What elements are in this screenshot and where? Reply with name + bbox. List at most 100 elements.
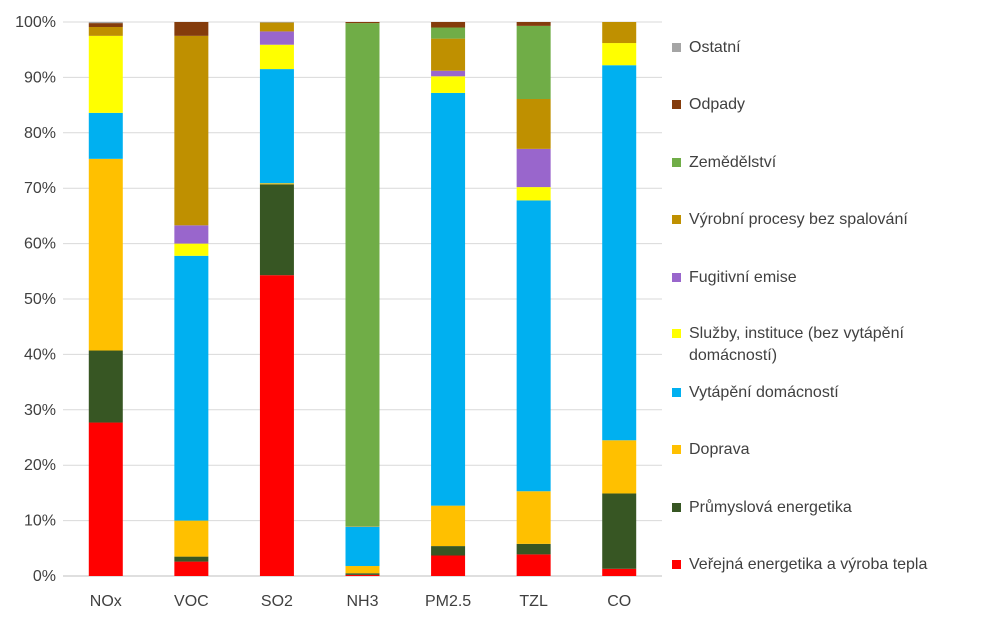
bar-segment <box>259 69 294 184</box>
legend-swatch <box>672 158 681 167</box>
bar-segment <box>88 112 123 159</box>
y-tick-label: 60% <box>24 236 56 253</box>
x-tick-label: CO <box>607 593 631 610</box>
y-tick-label: 50% <box>24 291 56 308</box>
legend-item: Ostatní <box>672 37 959 59</box>
bar-segment <box>259 22 294 32</box>
bar-segment <box>431 22 466 28</box>
bar-segment <box>516 25 551 100</box>
legend-label: Služby, instituce (bez vytápění domácnos… <box>689 325 904 364</box>
x-axis-tick-labels: NOx VOC SO2 NH3 PM2.5 TZL CO <box>90 593 631 610</box>
legend-item: Doprava <box>672 439 959 461</box>
bar-segment <box>174 225 209 244</box>
bar-segment <box>602 43 637 66</box>
bar-segment <box>345 526 380 567</box>
legend-swatch <box>672 560 681 569</box>
bar-segment <box>345 526 380 527</box>
x-tick-label: PM2.5 <box>425 593 471 610</box>
bar-segment <box>431 27 466 39</box>
bar-segment <box>431 555 466 576</box>
bar-segment <box>516 187 551 201</box>
y-tick-label: 70% <box>24 180 56 197</box>
bar-segment <box>174 255 209 521</box>
x-tick-label: NH3 <box>346 593 378 610</box>
bar-segment <box>431 70 466 77</box>
bar-segment <box>259 275 294 576</box>
legend-label: Ostatní <box>689 39 741 56</box>
bar-segment <box>516 491 551 544</box>
bar-segment <box>174 520 209 557</box>
legend-swatch <box>672 503 681 512</box>
legend-label: Fugitivní emise <box>689 269 797 286</box>
legend-swatch <box>672 329 681 338</box>
bar-stack-pm2-5 <box>431 22 466 576</box>
x-tick-label: TZL <box>519 593 548 610</box>
legend-item: Odpady <box>672 94 959 116</box>
bar-stack-so2 <box>259 22 294 576</box>
bar-segment <box>516 543 551 555</box>
bar-stack-nh3 <box>345 22 380 576</box>
bar-segment <box>516 148 551 188</box>
bar-segment <box>516 554 551 576</box>
y-tick-label: 80% <box>24 125 56 142</box>
bar-segment <box>88 22 123 24</box>
legend-item: Služby, instituce (bez vytápění domácnos… <box>672 323 959 367</box>
bar-segment <box>516 200 551 492</box>
legend-swatch <box>672 445 681 454</box>
y-tick-label: 90% <box>24 69 56 86</box>
bar-stack-co <box>602 22 637 576</box>
legend-swatch <box>672 215 681 224</box>
legend-label: Vytápění domácností <box>689 384 839 401</box>
bar-segment <box>602 22 637 44</box>
legend-item: Průmyslová energetika <box>672 497 959 519</box>
bar-segment <box>345 573 380 575</box>
bar-stack-nox <box>88 22 123 576</box>
legend-label: Doprava <box>689 441 750 458</box>
bar-segment <box>516 22 551 26</box>
legend-label: Veřejná energetika a výroba tepla <box>689 556 928 573</box>
bar-segment <box>516 99 551 149</box>
y-tick-label: 30% <box>24 402 56 419</box>
y-axis-tick-labels: 0% 10% 20% 30% 40% 50% 60% 70% 80% 90% 100% <box>15 14 56 585</box>
bar-segment <box>174 22 209 36</box>
legend-item: Výrobní procesy bez spalování <box>672 209 959 231</box>
y-tick-label: 0% <box>33 568 56 585</box>
bar-segment <box>174 35 209 226</box>
legend-item: Veřejná energetika a výroba tepla <box>672 554 959 576</box>
x-tick-label: NOx <box>90 593 122 610</box>
x-tick-label: SO2 <box>261 593 293 610</box>
bar-segment <box>259 184 294 276</box>
bar-segment <box>88 158 123 351</box>
bar-segment <box>88 422 123 576</box>
bar-segment <box>431 505 466 547</box>
bar-stack-tzl <box>516 22 551 576</box>
bar-segment <box>345 574 380 576</box>
y-tick-label: 20% <box>24 457 56 474</box>
bar-segment <box>431 546 466 556</box>
legend-label: Průmyslová energetika <box>689 499 852 516</box>
bar-segment <box>259 22 294 23</box>
legend: Ostatní Odpady Zemědělství Výrobní procesy … <box>672 0 982 625</box>
bar-segment <box>602 493 637 569</box>
bar-segment <box>259 183 294 185</box>
bar-stack-voc <box>174 22 209 576</box>
bars <box>88 22 637 576</box>
legend-swatch <box>672 273 681 282</box>
legend-item: Fugitivní emise <box>672 267 959 289</box>
bar-segment <box>88 35 123 113</box>
x-tick-label: VOC <box>174 593 209 610</box>
bar-segment <box>259 31 294 45</box>
bar-segment <box>259 44 294 70</box>
legend-swatch <box>672 43 681 52</box>
bar-segment <box>174 243 209 256</box>
y-tick-label: 40% <box>24 346 56 363</box>
legend-label: Výrobní procesy bez spalování <box>689 211 908 228</box>
y-tick-label: 10% <box>24 513 56 530</box>
legend-label: Zemědělství <box>689 154 777 171</box>
bar-segment <box>88 23 123 27</box>
bar-segment <box>88 350 123 423</box>
bar-segment <box>431 92 466 506</box>
bar-segment <box>174 556 209 562</box>
bar-segment <box>345 566 380 574</box>
